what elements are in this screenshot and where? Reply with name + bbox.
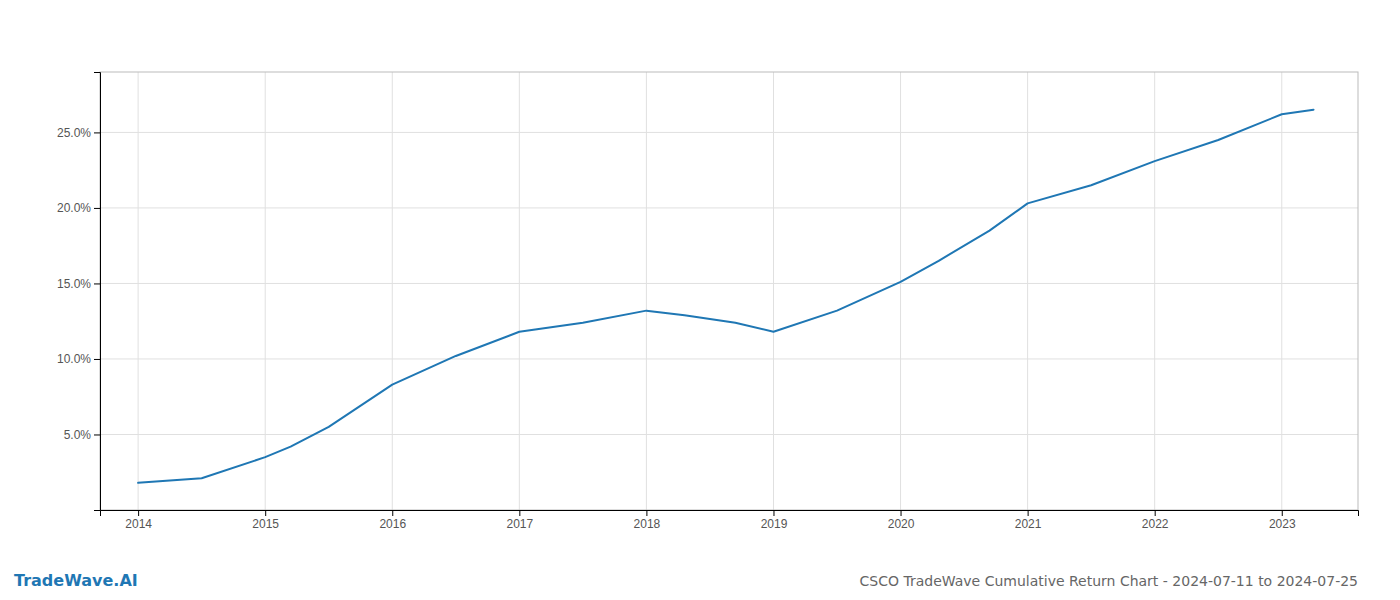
y-tick-label: 15.0%: [57, 277, 91, 291]
grid-line: [100, 358, 1358, 359]
x-tick-label: 2014: [125, 517, 152, 531]
marks: [138, 110, 1313, 483]
grid-line: [265, 72, 266, 510]
y-tick-label: 25.0%: [57, 126, 91, 140]
y-tick: 20.0%: [57, 201, 100, 215]
annotation: TradeWave.AI: [14, 571, 138, 590]
grid-line: [138, 72, 139, 510]
y-tick-mark: [94, 283, 100, 284]
grid-line: [100, 434, 1358, 435]
grid-line: [1281, 72, 1282, 510]
y-tick: 25.0%: [57, 126, 100, 140]
x-tick: 2022: [1142, 510, 1169, 531]
grid-line: [100, 132, 1358, 133]
chart: 2014 2015 2016 2017 2018 2019 2020 2021 2022 2023…: [0, 0, 1400, 600]
x-tick-label: 2021: [1015, 517, 1042, 531]
x-tick: 2021: [1015, 510, 1042, 531]
grid-line: [900, 72, 901, 510]
x-tick-mark: [773, 510, 774, 516]
x-tick-label: 2019: [761, 517, 788, 531]
x-tick-label: 2020: [888, 517, 915, 531]
x-tick-mark: [1155, 510, 1156, 516]
grid: [100, 72, 1358, 510]
y-tick: 15.0%: [57, 277, 100, 291]
x-tick: 2016: [379, 510, 406, 531]
x-tick-mark: [265, 510, 266, 516]
x-tick: 2018: [634, 510, 661, 531]
grid-line: [100, 283, 1358, 284]
x-tick-mark: [1028, 510, 1029, 516]
line: [138, 110, 1313, 483]
y-tick-label: 5.0%: [64, 428, 92, 442]
y-tick-label: 20.0%: [57, 201, 91, 215]
x-tick-label: 2015: [252, 517, 279, 531]
x-tick-mark: [646, 510, 647, 516]
x-tick: 2014: [125, 510, 152, 531]
grid-line: [1154, 72, 1155, 510]
grid-line: [392, 72, 393, 510]
grid-line: [519, 72, 520, 510]
y-tick-mark: [94, 434, 100, 435]
y-axis-line: [94, 73, 101, 511]
grid-line: [1027, 72, 1028, 510]
x-tick: 2019: [761, 510, 788, 531]
x-tick-label: 2016: [379, 517, 406, 531]
x-tick: 2017: [506, 510, 533, 531]
grid-line: [100, 207, 1358, 208]
x-tick-label: 2023: [1269, 517, 1296, 531]
x-axis: 2014 2015 2016 2017 2018 2019 2020 2021 2022 2023: [101, 510, 1359, 531]
x-tick: 2020: [888, 510, 915, 531]
y-tick: 5.0%: [64, 428, 100, 442]
grid-line: [646, 72, 647, 510]
y-tick-mark: [94, 132, 100, 133]
x-tick-mark: [1282, 510, 1283, 516]
x-tick-mark: [519, 510, 520, 516]
x-tick: 2015: [252, 510, 279, 531]
y-axis: 5.0% 10.0% 15.0% 20.0% 25.0%: [57, 73, 101, 511]
title: CSCO TradeWave Cumulative Return Chart -…: [860, 573, 1358, 589]
x-tick: 2023: [1269, 510, 1296, 531]
x-tick-label: 2022: [1142, 517, 1169, 531]
x-tick-label: 2017: [506, 517, 533, 531]
x-axis-line: [101, 511, 1359, 517]
plot-frame: [100, 72, 1358, 510]
x-tick-mark: [901, 510, 902, 516]
grid-line: [773, 72, 774, 510]
x-tick-label: 2018: [634, 517, 661, 531]
x-tick-mark: [138, 510, 139, 516]
plot: 2014 2015 2016 2017 2018 2019 2020 2021 2022 2023…: [57, 72, 1359, 531]
y-tick-mark: [94, 359, 100, 360]
y-tick-mark: [94, 208, 100, 209]
y-tick-label: 10.0%: [57, 352, 91, 366]
y-tick: 10.0%: [57, 352, 100, 366]
x-tick-mark: [392, 510, 393, 516]
